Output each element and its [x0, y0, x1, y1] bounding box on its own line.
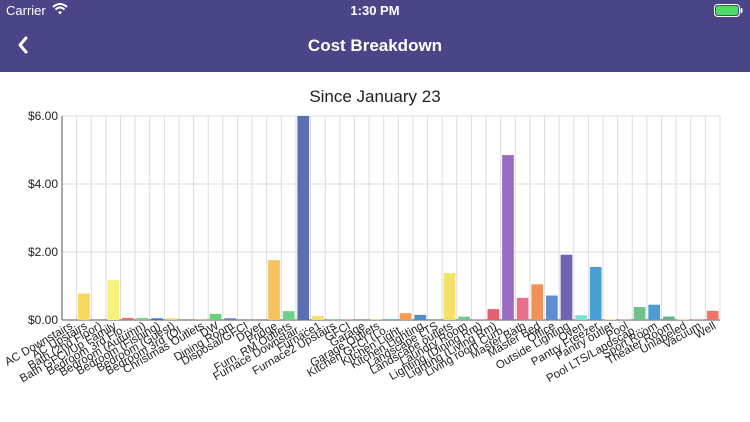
bar [326, 318, 339, 320]
battery-icon [714, 4, 744, 20]
bar [341, 319, 353, 320]
bar [443, 273, 456, 320]
y-tick-label: $4.00 [28, 177, 58, 191]
chart-title: Since January 23 [309, 87, 440, 106]
bar [107, 280, 120, 320]
bar [209, 313, 222, 320]
bar [136, 317, 149, 320]
y-tick-label: $6.00 [28, 109, 58, 123]
bar [706, 310, 719, 320]
bar [619, 319, 631, 320]
bar [560, 254, 573, 320]
bar [487, 309, 500, 320]
bar [370, 319, 383, 320]
bar [224, 318, 237, 320]
bar [633, 307, 646, 320]
bar [545, 295, 558, 320]
bar [604, 319, 617, 320]
wifi-icon [52, 2, 68, 19]
bar [399, 313, 412, 320]
bar [268, 260, 280, 320]
bar [121, 317, 134, 320]
carrier-label: Carrier [6, 3, 46, 18]
navigation-bar: Cost Breakdown [0, 20, 750, 72]
bar [677, 319, 690, 320]
bar [589, 266, 602, 320]
status-time: 1:30 PM [350, 3, 400, 18]
bar [195, 319, 207, 320]
page-title: Cost Breakdown [307, 36, 443, 55]
bar [297, 116, 310, 320]
bar [165, 318, 178, 320]
bar [575, 315, 587, 320]
bar [502, 155, 514, 320]
bar [516, 297, 529, 320]
chevron-left-icon [18, 36, 28, 54]
y-tick-label: $0.00 [28, 313, 58, 327]
status-bar: Carrier 1:30 PM [0, 0, 750, 20]
y-tick-label: $2.00 [28, 245, 58, 259]
bar [692, 319, 704, 320]
bar [531, 284, 544, 320]
bar [414, 314, 427, 320]
bar [662, 316, 675, 320]
bar [78, 293, 90, 320]
bar [472, 319, 485, 320]
bar [458, 316, 470, 320]
bar [385, 318, 397, 320]
bar [648, 304, 661, 320]
bar [312, 315, 324, 320]
back-button[interactable] [10, 30, 40, 60]
bar [151, 318, 163, 320]
bar [282, 311, 295, 320]
